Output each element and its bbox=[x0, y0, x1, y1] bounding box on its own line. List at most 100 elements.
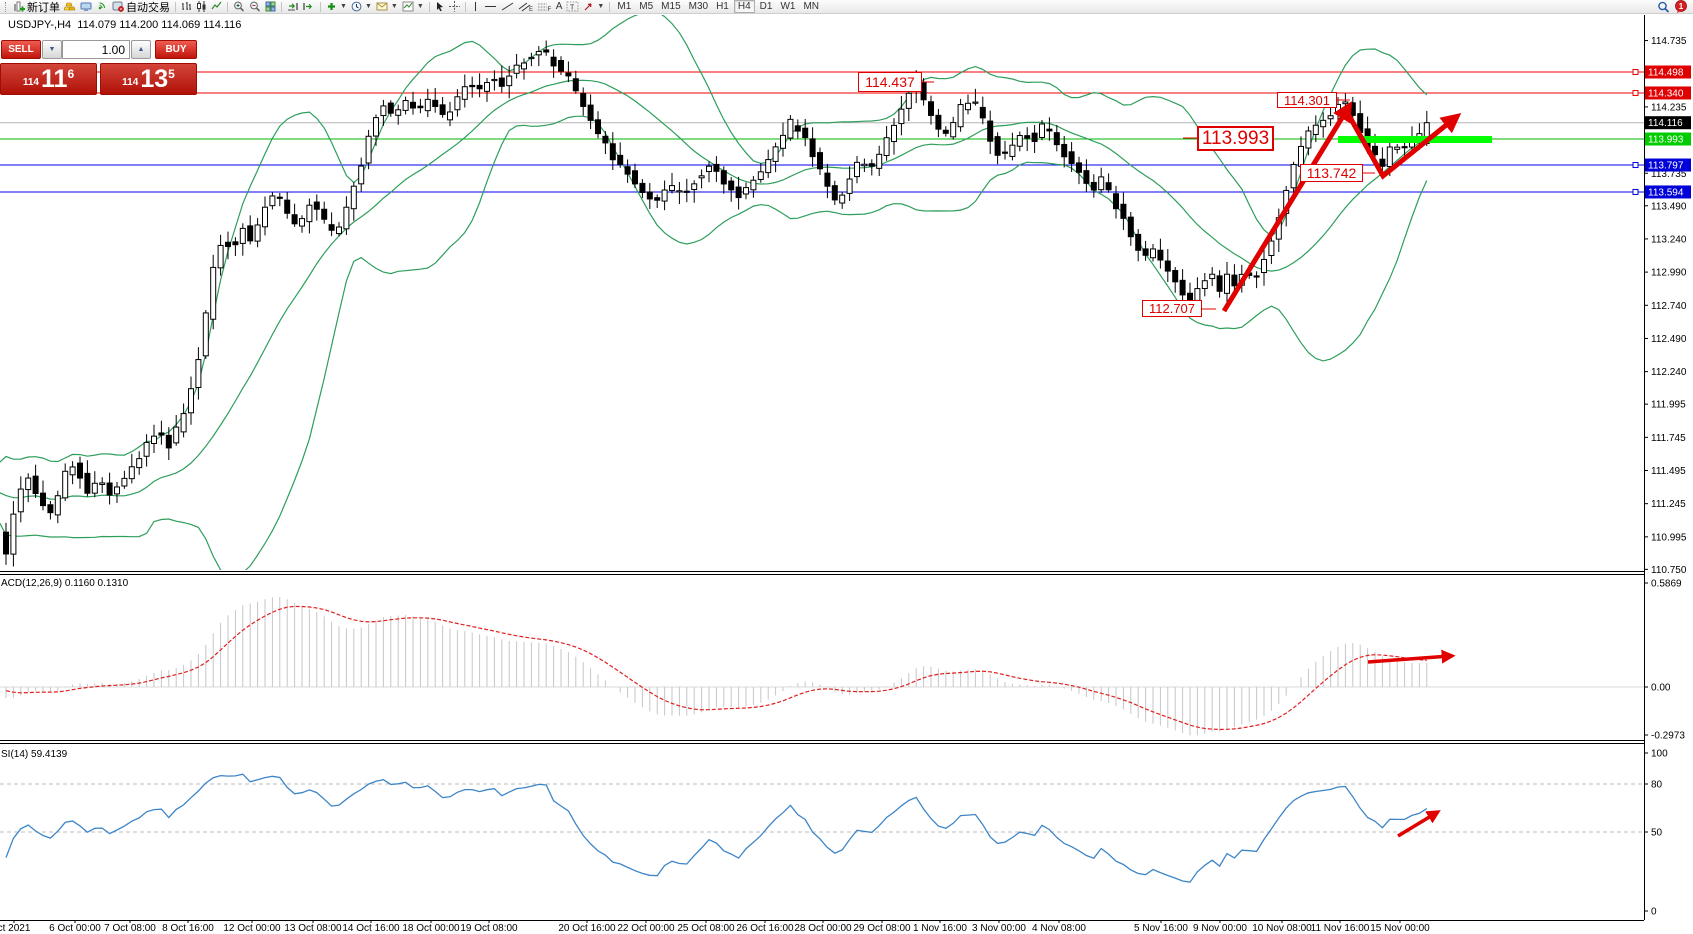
chart-shift-button[interactable] bbox=[301, 0, 317, 13]
time-axis-label: 8 Oct 16:00 bbox=[162, 923, 214, 934]
time-axis-label: 7 Oct 08:00 bbox=[104, 923, 156, 934]
periods-button[interactable]: ▼ bbox=[349, 0, 374, 13]
timeframe-W1[interactable]: W1 bbox=[780, 1, 796, 12]
price-label-113.742[interactable]: 113.742 bbox=[1300, 164, 1363, 182]
terminal-button[interactable] bbox=[78, 0, 94, 13]
timeframe-M1[interactable]: M1 bbox=[617, 1, 632, 12]
ask-price-box[interactable]: 114 13 5 bbox=[100, 63, 197, 95]
vertical-line-tool[interactable] bbox=[469, 0, 482, 13]
candlestick-button[interactable] bbox=[194, 0, 209, 13]
text-label-tool[interactable]: T bbox=[564, 0, 581, 13]
macd-tick-label: -0.2973 bbox=[1651, 731, 1685, 742]
time-axis-label: 1 Nov 16:00 bbox=[913, 923, 967, 934]
templates-dropdown-caret[interactable]: ▼ bbox=[390, 3, 398, 10]
trend-arrow-2[interactable] bbox=[1344, 110, 1462, 180]
rsi-tick-label: 0 bbox=[1651, 907, 1657, 918]
ask-big-digits: 13 bbox=[140, 65, 169, 93]
bid-prefix: 114 bbox=[22, 77, 39, 88]
price-tick-label: 110.995 bbox=[1651, 532, 1687, 543]
arrows-tool[interactable]: ▼ bbox=[581, 0, 606, 13]
rsi-tick-label: 100 bbox=[1651, 749, 1668, 760]
indicators-button[interactable]: ▼ bbox=[324, 0, 349, 13]
line-chart-icon bbox=[211, 1, 222, 10]
new-order-icon bbox=[14, 1, 25, 12]
tile-windows-icon bbox=[265, 1, 276, 12]
autotrading-button[interactable]: 自动交易 bbox=[110, 0, 172, 14]
trend-arrow-3[interactable] bbox=[1367, 649, 1456, 664]
price-label-114.301[interactable]: 114.301 bbox=[1277, 92, 1337, 108]
volume-decrease-button[interactable]: ▼ bbox=[42, 40, 62, 59]
rsi-plot bbox=[5, 773, 1428, 883]
trend-arrow-1[interactable] bbox=[1221, 101, 1353, 313]
one-click-trading-panel: SELL ▼ 1.00 ▲ BUY 114 11 6 114 13 5 bbox=[0, 39, 198, 96]
highlight-zone-rect[interactable] bbox=[1338, 136, 1492, 143]
profiles-button[interactable]: ▼ bbox=[400, 0, 426, 13]
line-handle-113.594[interactable] bbox=[1632, 188, 1639, 195]
text-tool[interactable]: A bbox=[554, 0, 565, 13]
notifications-button[interactable]: 1 bbox=[1672, 0, 1691, 13]
bid-pip-digit: 6 bbox=[67, 67, 75, 81]
bid-big-digits: 11 bbox=[41, 65, 68, 93]
periods-dropdown-caret[interactable]: ▼ bbox=[364, 3, 372, 10]
signals-button[interactable] bbox=[94, 0, 110, 13]
trend-arrow-4[interactable] bbox=[1397, 810, 1441, 838]
time-axis-label: 20 Oct 16:00 bbox=[558, 923, 616, 934]
bar-chart-button[interactable] bbox=[179, 0, 194, 13]
time-axis-label: 4 Nov 08:00 bbox=[1032, 923, 1086, 934]
price-badge-label: 113.797 bbox=[1648, 161, 1684, 172]
search-button[interactable] bbox=[1655, 0, 1672, 13]
trendline-tool[interactable] bbox=[499, 0, 516, 13]
zoom-out-button[interactable] bbox=[247, 0, 263, 13]
search-icon bbox=[1658, 1, 1670, 13]
arrows-dropdown-caret[interactable]: ▼ bbox=[597, 3, 605, 10]
line-handle-114.340[interactable] bbox=[1632, 89, 1639, 96]
fibonacci-tool[interactable]: F bbox=[535, 0, 554, 13]
ask-prefix: 114 bbox=[122, 77, 139, 88]
time-axis-label: 22 Oct 00:00 bbox=[617, 923, 675, 934]
profiles-dropdown-caret[interactable]: ▼ bbox=[416, 3, 424, 10]
macd-indicator-label: ACD(12,26,9) 0.1160 0.1310 bbox=[1, 578, 129, 589]
deposit-button[interactable] bbox=[62, 0, 78, 13]
price-badge-113.594 bbox=[1645, 185, 1691, 199]
timeframe-M30[interactable]: M30 bbox=[688, 1, 709, 12]
time-axis-label: 26 Oct 16:00 bbox=[736, 923, 794, 934]
time-axis-label: 18 Oct 00:00 bbox=[402, 923, 460, 934]
new-order-button[interactable]: 新订单 bbox=[11, 0, 62, 14]
timeframe-M5[interactable]: M5 bbox=[639, 1, 654, 12]
profiles-icon bbox=[402, 1, 414, 12]
sell-button[interactable]: SELL bbox=[1, 40, 41, 59]
indicators-dropdown-caret[interactable]: ▼ bbox=[340, 3, 347, 10]
timeframe-H4[interactable]: H4 bbox=[733, 0, 755, 13]
price-label-112.707[interactable]: 112.707 bbox=[1142, 300, 1202, 317]
timeframe-H1[interactable]: H1 bbox=[716, 1, 729, 12]
templates-button[interactable]: ▼ bbox=[374, 0, 400, 13]
horizontal-line-tool[interactable] bbox=[482, 0, 499, 13]
cursor-tool-button[interactable] bbox=[433, 0, 447, 13]
line-chart-button[interactable] bbox=[209, 0, 224, 13]
auto-scroll-button[interactable] bbox=[285, 0, 301, 13]
toolbar-grip bbox=[5, 1, 8, 12]
indicators-add-icon bbox=[328, 3, 335, 10]
svg-text:F: F bbox=[547, 7, 551, 12]
price-label-114.437[interactable]: 114.437 bbox=[858, 72, 922, 92]
crosshair-tool-button[interactable] bbox=[447, 0, 462, 13]
timeframe-M15[interactable]: M15 bbox=[661, 1, 681, 12]
equidistant-channel-tool[interactable]: E bbox=[516, 0, 535, 13]
line-handle-113.797[interactable] bbox=[1632, 162, 1639, 169]
price-tick-label: 110.750 bbox=[1651, 565, 1687, 576]
bid-price-box[interactable]: 114 11 6 bbox=[0, 63, 97, 95]
buy-button[interactable]: BUY bbox=[155, 40, 197, 59]
signal-icon bbox=[98, 2, 106, 10]
tile-windows-button[interactable] bbox=[263, 0, 278, 13]
timeframe-MN[interactable]: MN bbox=[803, 1, 820, 12]
price-label-113.993[interactable]: 113.993 bbox=[1197, 126, 1274, 151]
volume-increase-button[interactable]: ▲ bbox=[131, 40, 151, 59]
price-tick-label: 112.240 bbox=[1651, 367, 1687, 378]
line-handle-114.498[interactable] bbox=[1632, 69, 1639, 75]
gold-bars-icon bbox=[64, 2, 76, 11]
volume-input[interactable]: 1.00 bbox=[62, 40, 130, 59]
zoom-in-button[interactable] bbox=[231, 0, 247, 13]
horizontal-line-icon bbox=[484, 6, 496, 7]
timeframe-D1[interactable]: D1 bbox=[759, 1, 773, 12]
